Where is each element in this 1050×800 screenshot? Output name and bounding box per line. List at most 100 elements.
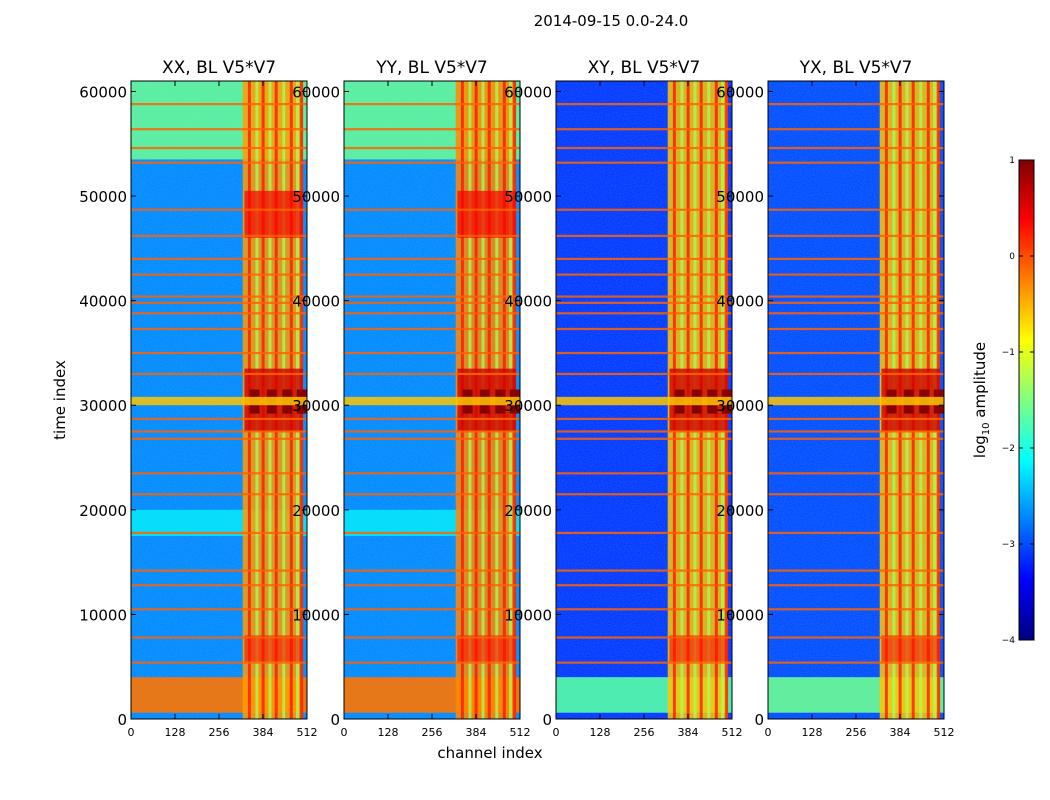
flagged-row (344, 327, 520, 331)
flagged-row (768, 636, 944, 639)
flagged-row (768, 372, 944, 376)
flagged-row (131, 301, 307, 304)
heatmap-panel-2: XY, BL V5*V7 0 128 256 384 512 0 10000 20000 3000… (504, 58, 742, 739)
flagged-row (131, 417, 307, 421)
flagged-row (344, 234, 520, 237)
flagged-row (131, 257, 307, 261)
flagged-row (344, 351, 520, 355)
flagged-row (131, 569, 307, 572)
flagged-row (131, 312, 307, 315)
burst-line (344, 396, 520, 406)
panel-title: YX, BL V5*V7 (799, 58, 913, 78)
y-tick-label: 30000 (292, 397, 340, 415)
band-block (244, 635, 303, 662)
y-tick-label: 0 (754, 711, 764, 729)
colorbar-tick-label: 1 (1009, 156, 1015, 166)
burst-line (556, 396, 732, 406)
flagged-row (556, 327, 732, 331)
x-axis-label: channel index (437, 744, 542, 762)
flagged-row (768, 472, 944, 475)
y-tick-label: 20000 (292, 502, 340, 520)
y-tick-label: 20000 (716, 502, 764, 520)
heatmap-panel-0: XX, BL V5*V7 0 128 256 384 512 0 10000 20000 3000… (79, 58, 317, 739)
x-tick-label: 512 (722, 726, 743, 739)
flagged-row (344, 208, 520, 211)
flagged-row (768, 208, 944, 211)
heatmap-image (768, 81, 944, 719)
flagged-row (131, 493, 307, 496)
y-tick-label: 10000 (79, 606, 127, 624)
flagged-row (131, 146, 307, 150)
flagged-row (768, 417, 944, 421)
flagged-row (556, 234, 732, 237)
flagged-row (344, 608, 520, 611)
panel-title: XY, BL V5*V7 (588, 58, 701, 78)
flagged-row (344, 273, 520, 276)
x-tick-label: 0 (341, 726, 348, 739)
flagged-row (131, 234, 307, 237)
flagged-row (344, 161, 520, 164)
colorbar-gradient (1018, 159, 1035, 641)
flagged-row (344, 103, 520, 106)
y-tick-label: 30000 (504, 397, 552, 415)
y-tick-label: 10000 (504, 606, 552, 624)
flagged-row (768, 661, 944, 664)
burst-line (768, 396, 944, 406)
flagged-row (344, 531, 520, 535)
heatmap-panel-3: YX, BL V5*V7 0 128 256 384 512 0 10000 20000 3000… (716, 58, 954, 739)
flagged-row (131, 661, 307, 664)
flagged-row (768, 273, 944, 276)
y-tick-label: 10000 (292, 606, 340, 624)
colorbar-tick-label: −2 (1002, 444, 1015, 454)
x-tick-label: 128 (802, 726, 823, 739)
x-tick-label: 128 (165, 726, 186, 739)
flagged-row (556, 437, 732, 440)
flagged-row (768, 584, 944, 587)
x-tick-label: 256 (634, 726, 655, 739)
band-block (244, 190, 303, 238)
flagged-row (768, 146, 944, 150)
flagged-row (768, 327, 944, 331)
heatmap-image (131, 81, 307, 719)
y-tick-label: 40000 (504, 293, 552, 311)
flagged-row (131, 208, 307, 211)
y-tick-label: 20000 (504, 502, 552, 520)
colorbar: 1 0 −1 −2 −3 −4 log10 amplitude (971, 156, 1035, 646)
x-tick-label: 512 (510, 726, 531, 739)
flagged-row (556, 161, 732, 164)
flagged-row (556, 417, 732, 421)
y-tick-label: 0 (330, 711, 340, 729)
flagged-row (556, 103, 732, 106)
flagged-row (768, 128, 944, 131)
x-tick-label: 512 (297, 726, 318, 739)
flagged-row (131, 351, 307, 355)
x-tick-label: 128 (590, 726, 611, 739)
burst-line (131, 396, 307, 406)
flagged-row (344, 301, 520, 304)
flagged-row (556, 584, 732, 587)
y-axis-label: time index (51, 360, 69, 440)
y-tick-label: 50000 (79, 188, 127, 206)
flagged-row (556, 569, 732, 572)
y-tick-label: 20000 (79, 502, 127, 520)
flagged-row (344, 661, 520, 664)
flagged-row (768, 301, 944, 304)
flagged-row (344, 472, 520, 475)
band-block (457, 190, 516, 238)
y-tick-label: 30000 (79, 397, 127, 415)
flagged-row (556, 208, 732, 211)
flagged-row (344, 584, 520, 587)
flagged-row (768, 531, 944, 535)
band-block (669, 635, 728, 662)
x-tick-label: 256 (846, 726, 867, 739)
flagged-row (556, 493, 732, 496)
flagged-row (344, 372, 520, 376)
y-tick-label: 40000 (292, 293, 340, 311)
flagged-row (768, 437, 944, 440)
flagged-row (344, 430, 520, 433)
colorbar-tick-label: −4 (1002, 636, 1016, 646)
y-tick-label: 60000 (504, 83, 552, 101)
flagged-row (344, 312, 520, 315)
flagged-row (556, 372, 732, 376)
y-tick-label: 60000 (292, 83, 340, 101)
